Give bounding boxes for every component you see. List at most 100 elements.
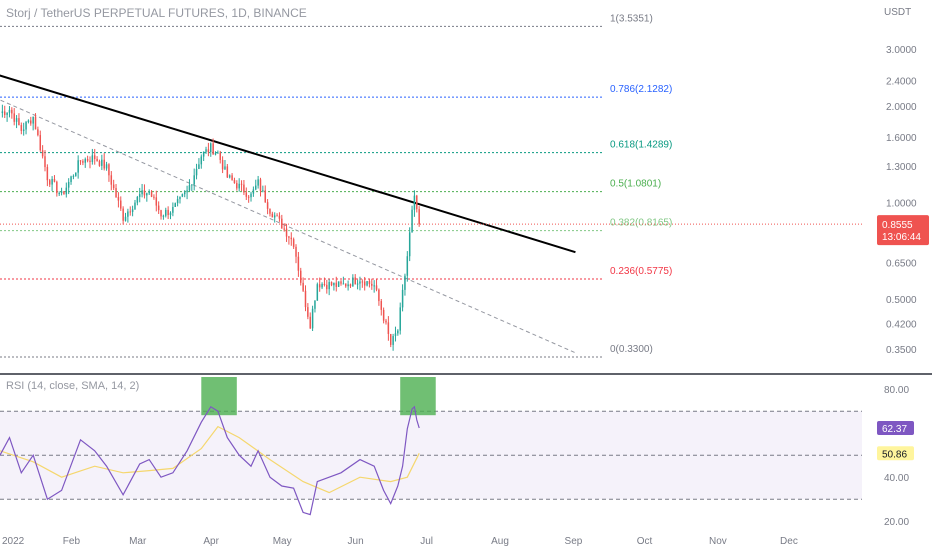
candle-body (96, 158, 98, 162)
fib-level-label: 0.382(0.8165) (610, 218, 672, 229)
candle-body (371, 283, 373, 286)
candle-body (37, 129, 39, 136)
candle-body (70, 176, 72, 182)
candle-body (89, 160, 91, 162)
candle-body (252, 189, 255, 194)
candle-body (247, 196, 250, 198)
candle-body (60, 191, 63, 194)
candle-body (79, 160, 82, 162)
candle-body (335, 282, 338, 287)
candle-body (34, 116, 37, 130)
candle-body (120, 200, 122, 209)
time-axis-label: Mar (129, 536, 147, 547)
candle-body (292, 239, 295, 247)
candle-body (183, 192, 186, 195)
rsi-title: RSI (14, close, SMA, 14, 2) (6, 380, 140, 392)
candle-body (314, 300, 316, 309)
candle-body (278, 215, 281, 219)
candle-body (207, 149, 210, 152)
candle-body (15, 118, 18, 122)
candle-body (413, 195, 416, 210)
rsi-value-label: 62.37 (882, 424, 907, 435)
candle-body (366, 281, 368, 286)
fib-level-label: 0.786(2.1282) (610, 84, 672, 95)
candle-body (328, 282, 330, 290)
candle-body (136, 196, 139, 203)
candle-body (39, 135, 42, 151)
candle-body (150, 191, 153, 197)
price-tick-label: 3.0000 (886, 45, 917, 56)
candle-body (416, 195, 418, 210)
candle-body (302, 282, 304, 291)
candle-body (56, 181, 58, 194)
candle-body (295, 246, 297, 257)
candle-body (176, 199, 179, 204)
candle-body (219, 152, 221, 160)
candle-body (191, 184, 193, 186)
candle-body (6, 112, 8, 115)
candle-body (148, 191, 150, 194)
candle-body (212, 143, 214, 155)
candle-body (333, 282, 335, 286)
candle-body (44, 156, 46, 168)
candle-body (359, 281, 361, 284)
candle-body (129, 211, 131, 213)
candle-body (72, 175, 75, 177)
candle-body (221, 159, 224, 170)
candle-countdown: 13:06:44 (882, 232, 921, 243)
candle-body (32, 116, 34, 124)
last-price-tag (877, 215, 929, 246)
rsi-overbought-highlight[interactable] (400, 377, 436, 416)
candle-body (342, 283, 345, 285)
candle-body (131, 209, 134, 212)
chart-title: Storj / TetherUS PERPETUAL FUTURES, 1D, … (6, 6, 307, 20)
time-axis-label: Feb (63, 536, 81, 547)
candle-body (224, 166, 226, 170)
candle-body (240, 183, 243, 185)
rsi-tick-label: 40.00 (884, 473, 909, 484)
candle-body (143, 190, 146, 196)
rsi-line (0, 405, 420, 516)
fib-level-label: 0.236(0.5775) (610, 266, 672, 277)
candle-body (141, 190, 143, 195)
candle-body (134, 202, 136, 210)
candle-body (231, 175, 233, 180)
candle-body (382, 309, 385, 321)
candle-body (387, 322, 390, 334)
candle-body (373, 285, 375, 287)
rsi-sma-tag (877, 446, 914, 461)
candle-body (217, 152, 219, 154)
price-tick-label: 2.4000 (886, 76, 917, 87)
currency-label: USDT (884, 7, 911, 18)
candle-body (179, 196, 181, 200)
candle-body (266, 202, 269, 209)
candle-body (375, 285, 378, 290)
candle-body (326, 284, 328, 290)
price-tick-label: 1.3000 (886, 162, 917, 173)
candle-body (354, 277, 356, 285)
candle-body (188, 185, 191, 191)
candle-body (146, 193, 148, 196)
candle-body (30, 120, 32, 124)
candle-body (98, 161, 101, 166)
candle-body (46, 167, 49, 181)
candle-body (110, 175, 113, 185)
rsi-overbought-highlight[interactable] (201, 377, 237, 416)
price-tick-label: 0.6500 (886, 258, 917, 269)
time-axis-label: Sep (565, 536, 583, 547)
time-axis-label: Jul (420, 536, 433, 547)
resistance-trendline[interactable] (0, 64, 576, 254)
candle-body (288, 236, 290, 238)
candle-body (318, 284, 321, 288)
candle-body (273, 215, 276, 218)
candle-body (58, 193, 60, 195)
candle-body (378, 289, 380, 302)
price-tick-label: 0.4200 (886, 319, 917, 330)
price-tick-label: 1.6000 (886, 133, 917, 144)
candle-body (340, 281, 342, 284)
fib-level-label: 1(3.5351) (610, 13, 653, 24)
candle-body (283, 228, 285, 230)
candle-body (281, 218, 283, 229)
